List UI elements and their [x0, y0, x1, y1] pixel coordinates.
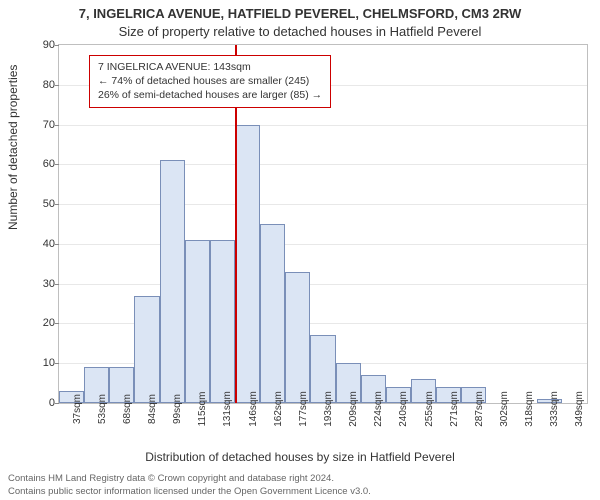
- x-tick-label: 333sqm: [549, 391, 551, 427]
- x-axis-label: Distribution of detached houses by size …: [0, 450, 600, 464]
- x-tick-label: 84sqm: [147, 394, 149, 424]
- histogram-bar: [185, 240, 210, 403]
- gridline: [59, 204, 587, 205]
- annotation-line: ← 74% of detached houses are smaller (24…: [98, 74, 322, 88]
- page-title: 7, INGELRICA AVENUE, HATFIELD PEVEREL, C…: [0, 6, 600, 21]
- y-tick-mark: [55, 125, 59, 126]
- x-tick-label: 287sqm: [474, 391, 476, 427]
- x-tick-label: 240sqm: [398, 391, 400, 427]
- y-tick-label: 60: [29, 158, 55, 170]
- histogram-bar: [235, 125, 260, 403]
- histogram-bar: [285, 272, 310, 403]
- x-tick-label: 53sqm: [97, 394, 99, 424]
- x-tick-label: 302sqm: [499, 391, 501, 427]
- histogram-bar: [160, 160, 185, 403]
- y-tick-label: 50: [29, 198, 55, 210]
- footer: Contains HM Land Registry data © Crown c…: [8, 473, 592, 498]
- y-tick-mark: [55, 284, 59, 285]
- y-tick-label: 20: [29, 317, 55, 329]
- x-tick-label: 99sqm: [172, 394, 174, 424]
- x-tick-label: 68sqm: [122, 394, 124, 424]
- subtitle: Size of property relative to detached ho…: [0, 24, 600, 39]
- y-tick-mark: [55, 403, 59, 404]
- footer-line: Contains public sector information licen…: [8, 486, 592, 498]
- histogram-bar: [134, 296, 159, 403]
- y-tick-label: 0: [29, 397, 55, 409]
- annotation-box: 7 INGELRICA AVENUE: 143sqm ← 74% of deta…: [89, 55, 331, 108]
- footer-line: Contains HM Land Registry data © Crown c…: [8, 473, 592, 485]
- y-tick-mark: [55, 85, 59, 86]
- gridline: [59, 125, 587, 126]
- x-tick-label: 224sqm: [373, 391, 375, 427]
- y-tick-mark: [55, 204, 59, 205]
- x-tick-label: 349sqm: [574, 391, 576, 427]
- x-tick-label: 193sqm: [323, 391, 325, 427]
- y-tick-label: 80: [29, 79, 55, 91]
- y-axis-label: Number of detached properties: [6, 65, 20, 230]
- y-tick-mark: [55, 244, 59, 245]
- x-tick-label: 131sqm: [222, 391, 224, 427]
- histogram-bar: [210, 240, 235, 403]
- y-tick-label: 10: [29, 357, 55, 369]
- x-tick-label: 162sqm: [273, 391, 275, 427]
- x-tick-label: 115sqm: [197, 392, 199, 427]
- x-tick-label: 271sqm: [449, 391, 451, 427]
- y-tick-label: 40: [29, 238, 55, 250]
- chart-plot-area: 010203040506070809037sqm53sqm68sqm84sqm9…: [58, 44, 588, 404]
- gridline: [59, 284, 587, 285]
- annotation-line: 26% of semi-detached houses are larger (…: [98, 88, 322, 102]
- x-tick-label: 177sqm: [298, 391, 300, 427]
- y-tick-mark: [55, 164, 59, 165]
- x-tick-label: 146sqm: [248, 391, 250, 427]
- y-tick-mark: [55, 363, 59, 364]
- gridline: [59, 164, 587, 165]
- x-tick-label: 37sqm: [72, 394, 74, 424]
- y-tick-label: 90: [29, 39, 55, 51]
- histogram-bar: [260, 224, 285, 403]
- y-tick-label: 30: [29, 278, 55, 290]
- y-tick-mark: [55, 45, 59, 46]
- x-tick-label: 255sqm: [424, 391, 426, 427]
- y-tick-label: 70: [29, 119, 55, 131]
- x-tick-label: 318sqm: [524, 391, 526, 427]
- x-tick-label: 209sqm: [348, 391, 350, 427]
- annotation-line: 7 INGELRICA AVENUE: 143sqm: [98, 60, 322, 74]
- gridline: [59, 244, 587, 245]
- y-tick-mark: [55, 323, 59, 324]
